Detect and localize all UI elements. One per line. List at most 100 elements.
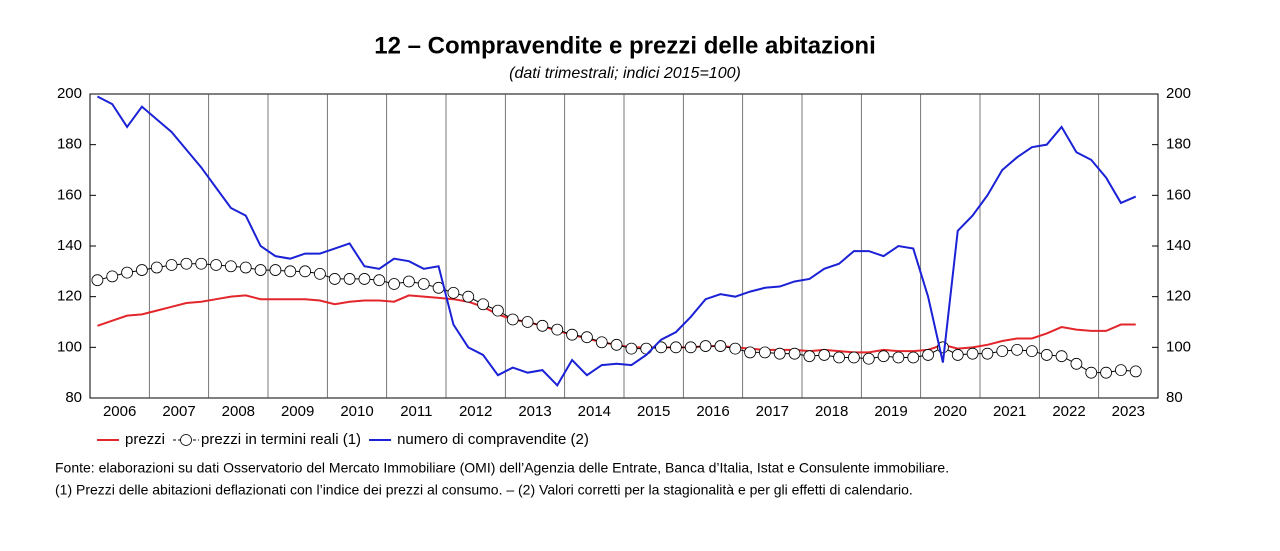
series-marker [684, 341, 697, 354]
series-marker [595, 336, 608, 349]
series-marker [581, 331, 593, 344]
series-marker [833, 351, 845, 364]
series-marker [788, 347, 801, 360]
series-marker [922, 349, 934, 361]
legend-marker [180, 434, 192, 446]
x-tick-label: 2008 [222, 403, 255, 420]
y2-tick-label: 200 [1166, 85, 1191, 102]
series-marker [328, 273, 341, 285]
series-marker [818, 349, 831, 361]
series-marker [1011, 343, 1023, 356]
series-marker [1115, 364, 1127, 377]
x-tick-label: 2015 [637, 403, 670, 420]
x-tick-label: 2007 [162, 403, 195, 420]
series-marker [299, 265, 311, 278]
series-marker [714, 340, 727, 352]
series-marker [966, 347, 979, 360]
series-marker [1100, 366, 1112, 379]
series-marker [314, 267, 326, 280]
x-tick-label: 2014 [578, 403, 611, 420]
series-marker [195, 257, 208, 270]
series-marker [239, 261, 252, 274]
series-marker [343, 273, 356, 285]
series-marker [981, 347, 994, 360]
y-tick-label: 120 [57, 288, 82, 305]
y2-tick-label: 80 [1166, 389, 1183, 406]
series-marker [254, 264, 267, 276]
series-marker [640, 342, 653, 355]
series-marker [180, 257, 193, 270]
chart-title: 12 – Compravendite e prezzi delle abitaz… [374, 32, 875, 59]
series-marker [492, 304, 504, 317]
x-tick-label: 2016 [696, 403, 729, 420]
series-marker [1085, 366, 1098, 379]
series-marker [907, 351, 920, 364]
series-marker [1055, 350, 1068, 363]
series-marker [373, 274, 386, 287]
legend-label: numero di compravendite (2) [397, 431, 589, 448]
x-tick-label: 2011 [400, 403, 432, 420]
y2-tick-label: 140 [1166, 237, 1191, 254]
legend-label: prezzi [125, 431, 165, 448]
series-marker [670, 341, 682, 354]
series-marker [862, 352, 875, 365]
series-marker [848, 351, 860, 364]
series-marker [150, 261, 163, 274]
series-marker [506, 313, 519, 326]
series-line [96, 95, 1137, 387]
y2-tick-label: 160 [1166, 186, 1191, 203]
y-tick-label: 100 [57, 338, 82, 355]
chart-subtitle: (dati trimestrali; indici 2015=100) [509, 65, 741, 82]
y2-tick-label: 120 [1166, 288, 1191, 305]
footnote: (1) Prezzi delle abitazioni deflazionati… [55, 482, 913, 498]
series-marker [655, 341, 667, 354]
series-marker [388, 278, 400, 290]
x-tick-label: 2012 [459, 403, 492, 420]
series-marker [892, 351, 905, 364]
series-marker [403, 275, 415, 288]
series-marker [566, 328, 578, 341]
y-tick-label: 80 [65, 389, 82, 406]
series-marker [106, 270, 119, 283]
x-tick-label: 2021 [993, 403, 1026, 420]
y2-tick-label: 180 [1166, 136, 1191, 153]
series-marker [1070, 357, 1083, 370]
series-marker [996, 345, 1009, 358]
series-marker [1026, 345, 1038, 358]
series-marker [521, 316, 534, 328]
series-marker [225, 260, 237, 273]
x-tick-label: 2023 [1112, 403, 1145, 420]
y-tick-label: 140 [57, 237, 82, 254]
series-marker [803, 350, 816, 363]
x-tick-label: 2019 [874, 403, 907, 420]
series-marker [462, 290, 475, 303]
x-tick-label: 2017 [756, 403, 789, 420]
x-tick-label: 2018 [815, 403, 848, 420]
series-marker [358, 273, 371, 285]
series-marker [269, 264, 282, 276]
series-marker [729, 342, 742, 355]
x-tick-label: 2020 [934, 403, 967, 420]
source-note: Fonte: elaborazioni su dati Osservatorio… [55, 460, 949, 476]
series-marker [284, 265, 297, 278]
series-marker [477, 298, 489, 311]
series-marker [610, 338, 623, 351]
x-tick-label: 2013 [518, 403, 551, 420]
x-tick-label: 2010 [340, 403, 373, 420]
x-tick-label: 2022 [1052, 403, 1085, 420]
series-marker [699, 340, 712, 352]
series-marker [91, 274, 104, 287]
series-marker [447, 286, 460, 299]
series-marker [773, 347, 786, 360]
series-marker [625, 342, 638, 355]
series-marker [951, 349, 964, 361]
y-tick-label: 200 [57, 85, 82, 102]
x-tick-label: 2006 [103, 403, 136, 420]
series-marker [210, 259, 222, 271]
x-tick-label: 2009 [281, 403, 314, 420]
y-tick-label: 180 [57, 136, 82, 153]
series-marker [165, 259, 178, 271]
series-marker [877, 350, 890, 363]
series-marker [417, 278, 430, 290]
